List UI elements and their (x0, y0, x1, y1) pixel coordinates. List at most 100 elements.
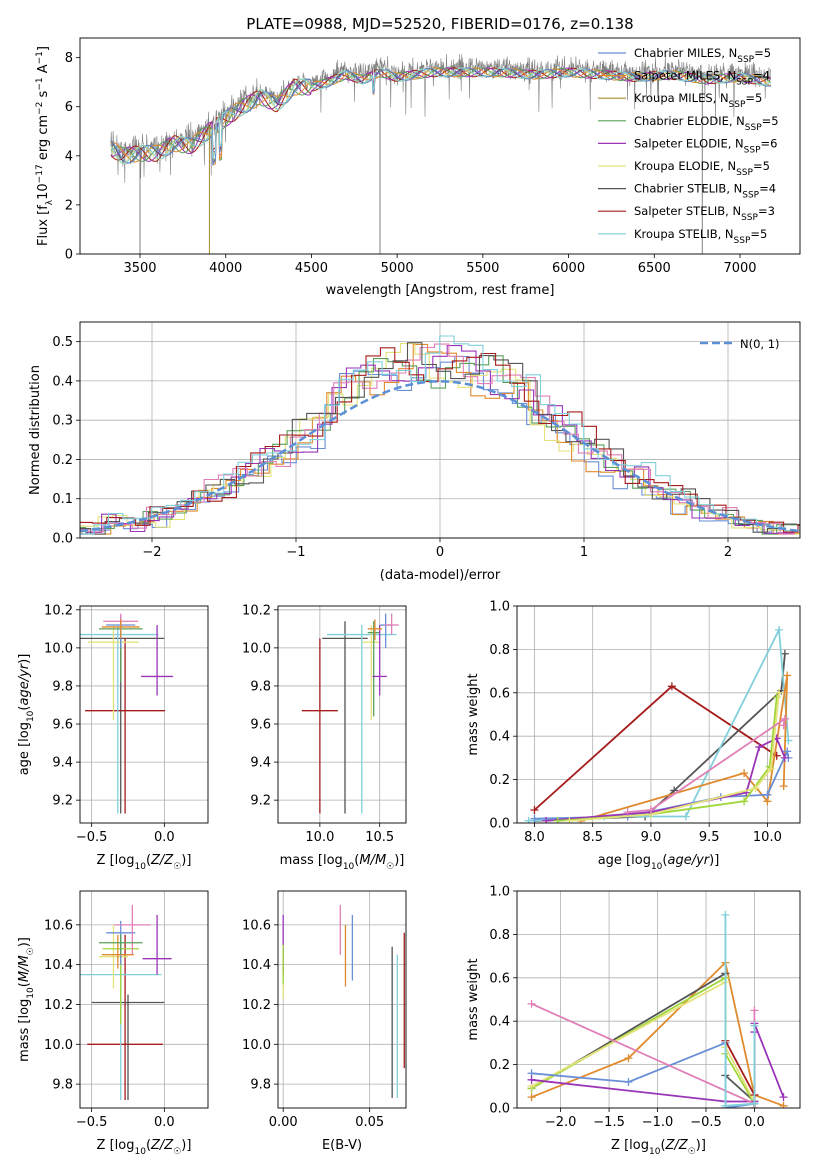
mass-weight-marker (524, 816, 533, 823)
x-tick-label: 0.05 (355, 1115, 384, 1130)
mass-weight-vs-metallicity-panel: −2.0 −1.5 −1.0 −0.5 0.0 0.0 0.2 0.4 0.6 0.8 1.0 Z [… (466, 885, 801, 1157)
mass-weight-marker (542, 816, 551, 823)
y-tick-label: 10.2 (242, 603, 271, 618)
y-tick-label: 1.0 (489, 885, 510, 900)
x-tick-label: −0.5 (690, 1115, 722, 1130)
mass-weight-marker (624, 1054, 633, 1063)
figure-title: PLATE=0988, MJD=52520, FIBERID=0176, z=0… (246, 15, 633, 33)
y-tick-label: 10.4 (242, 958, 271, 973)
y-tick-label: 0.0 (52, 532, 73, 547)
x-tick-label: −0.5 (76, 830, 108, 845)
x-tick-label: 6500 (638, 261, 671, 276)
axes-frame (79, 605, 209, 824)
mass-weight-marker (553, 816, 562, 823)
x-axis-label: wavelength [Angstrom, rest frame] (326, 283, 555, 298)
y-tick-label: 0.2 (52, 453, 73, 468)
mass-weight-marker (780, 714, 789, 723)
legend-label: Salpeter STELIB, NSSP=3 (634, 204, 775, 223)
model-spectrum-salpeter_miles (110, 67, 772, 166)
y-tick-label: 0.4 (52, 374, 73, 389)
x-tick-label: 8.0 (524, 830, 545, 845)
model-spectrum-kroupa_stelib (110, 67, 772, 165)
mass-weight-marker (681, 812, 690, 821)
x-tick-label: −1.5 (593, 1115, 625, 1130)
y-axis-label: Normed distribution (28, 365, 43, 495)
y-axis-label: mass [log10(M/M☉)] (17, 937, 36, 1062)
y-tick-label: 2 (65, 198, 73, 213)
mass-weight-line-chabrier_miles (531, 1041, 756, 1108)
mass-weight-line-salpeter_miles (580, 675, 789, 822)
x-axis-label: (data-model)/error (380, 568, 501, 583)
x-tick-label: 3500 (123, 261, 156, 276)
mass-weight-marker (780, 753, 789, 762)
axes-frame (277, 605, 407, 824)
mass-weight-marker (646, 805, 655, 814)
y-tick-label: 1.0 (489, 600, 510, 615)
y-axis-label: Flux [fλ10−17 erg cm−2 s−1 A−1] (35, 46, 55, 246)
legend-label: Salpeter MILES, NSSP=4 (634, 69, 770, 88)
y-tick-label: 8 (65, 51, 73, 66)
gaussian-reference-curve (80, 380, 800, 533)
mass-weight-marker (750, 1099, 759, 1108)
y-tick-label: 0.8 (489, 928, 510, 943)
y-tick-label: 0.6 (489, 971, 510, 986)
legend-label: Kroupa STELIB, NSSP=5 (634, 227, 767, 246)
spectrum-panel: 3500 4000 4500 5000 5500 6000 6500 7000 0 2 4 6 8 wav… (35, 37, 801, 298)
y-tick-label: 9.8 (52, 679, 73, 694)
y-tick-label: 0.2 (489, 1058, 510, 1073)
y-tick-label: 9.2 (250, 794, 271, 809)
mass-weight-marker (779, 721, 788, 730)
y-tick-label: 0.6 (489, 686, 510, 701)
mass-weight-marker (750, 1021, 759, 1030)
axes-frame (79, 37, 801, 255)
legend-label: Kroupa ELODIE, NSSP=5 (634, 159, 770, 178)
x-tick-label: 5000 (381, 261, 414, 276)
x-tick-label: 1 (580, 545, 588, 560)
y-tick-label: 10.0 (44, 641, 73, 656)
x-axis-label: age [log10(age/yr)] (598, 853, 720, 872)
residual-histogram-salpeter_stelib (80, 347, 800, 533)
mass-weight-marker (721, 1101, 730, 1108)
y-tick-label: 9.8 (250, 1078, 271, 1093)
mass-weight-marker (530, 814, 539, 823)
mass-weight-marker (740, 797, 749, 806)
y-tick-label: 9.4 (250, 756, 271, 771)
x-tick-label: 6000 (552, 261, 585, 276)
x-tick-label: 9.5 (699, 830, 720, 845)
x-axis-label: E(B-V) (322, 1138, 362, 1153)
x-tick-label: −0.5 (76, 1115, 108, 1130)
y-tick-label: 0.4 (489, 730, 510, 745)
axes-frame (277, 890, 407, 1109)
mass-weight-line-chabrier_miles (534, 748, 790, 820)
y-tick-label: 10.0 (44, 1038, 73, 1053)
y-tick-label: 0.0 (489, 1102, 510, 1117)
y-axis-label: mass weight (466, 958, 481, 1040)
y-tick-label: 10.6 (242, 918, 271, 933)
mass-weight-marker (530, 805, 539, 814)
mass-weight-line-kroupa_stelib (724, 914, 756, 1107)
x-tick-label: 0 (436, 545, 444, 560)
legend-label: Chabrier STELIB, NSSP=4 (634, 182, 776, 201)
age-vs-metallicity-panel: −0.5 0.0 9.2 9.4 9.6 9.8 10.0 10.2 Z [log10(Z/Z☉… (17, 603, 209, 872)
mass-weight-marker (565, 816, 574, 823)
model-spectrum-chabrier_elodie (110, 67, 772, 162)
mass-weight-marker (780, 649, 789, 658)
mass-weight-marker (779, 1093, 788, 1102)
axes-frame (516, 605, 801, 824)
mass-weight-line-chabrier_stelib (531, 971, 756, 1103)
mass-weight-marker (750, 1006, 759, 1015)
y-tick-label: 0.5 (52, 335, 73, 350)
x-tick-label: 10.0 (305, 830, 334, 845)
mass-weight-marker (623, 808, 632, 817)
x-tick-label: 4500 (295, 261, 328, 276)
residual-histogram-panel: −2 −1 0 1 2 0.0 0.1 0.2 0.3 0.4 0.5 N(0, 1) (data-mo… (28, 321, 801, 583)
mass-vs-ebv-panel: 0.00 0.05 9.8 10.0 10.2 10.4 10.6 E(B-V) (242, 890, 407, 1153)
x-axis-label: Z [log10(Z/Z☉)] (97, 1138, 192, 1157)
y-tick-label: 10.2 (44, 603, 73, 618)
y-tick-label: 0.4 (489, 1015, 510, 1030)
y-tick-label: 6 (65, 100, 73, 115)
y-tick-label: 9.8 (52, 1078, 73, 1093)
legend-label: Chabrier MILES, NSSP=5 (634, 46, 771, 65)
legend-label: Chabrier ELODIE, NSSP=5 (634, 114, 779, 133)
